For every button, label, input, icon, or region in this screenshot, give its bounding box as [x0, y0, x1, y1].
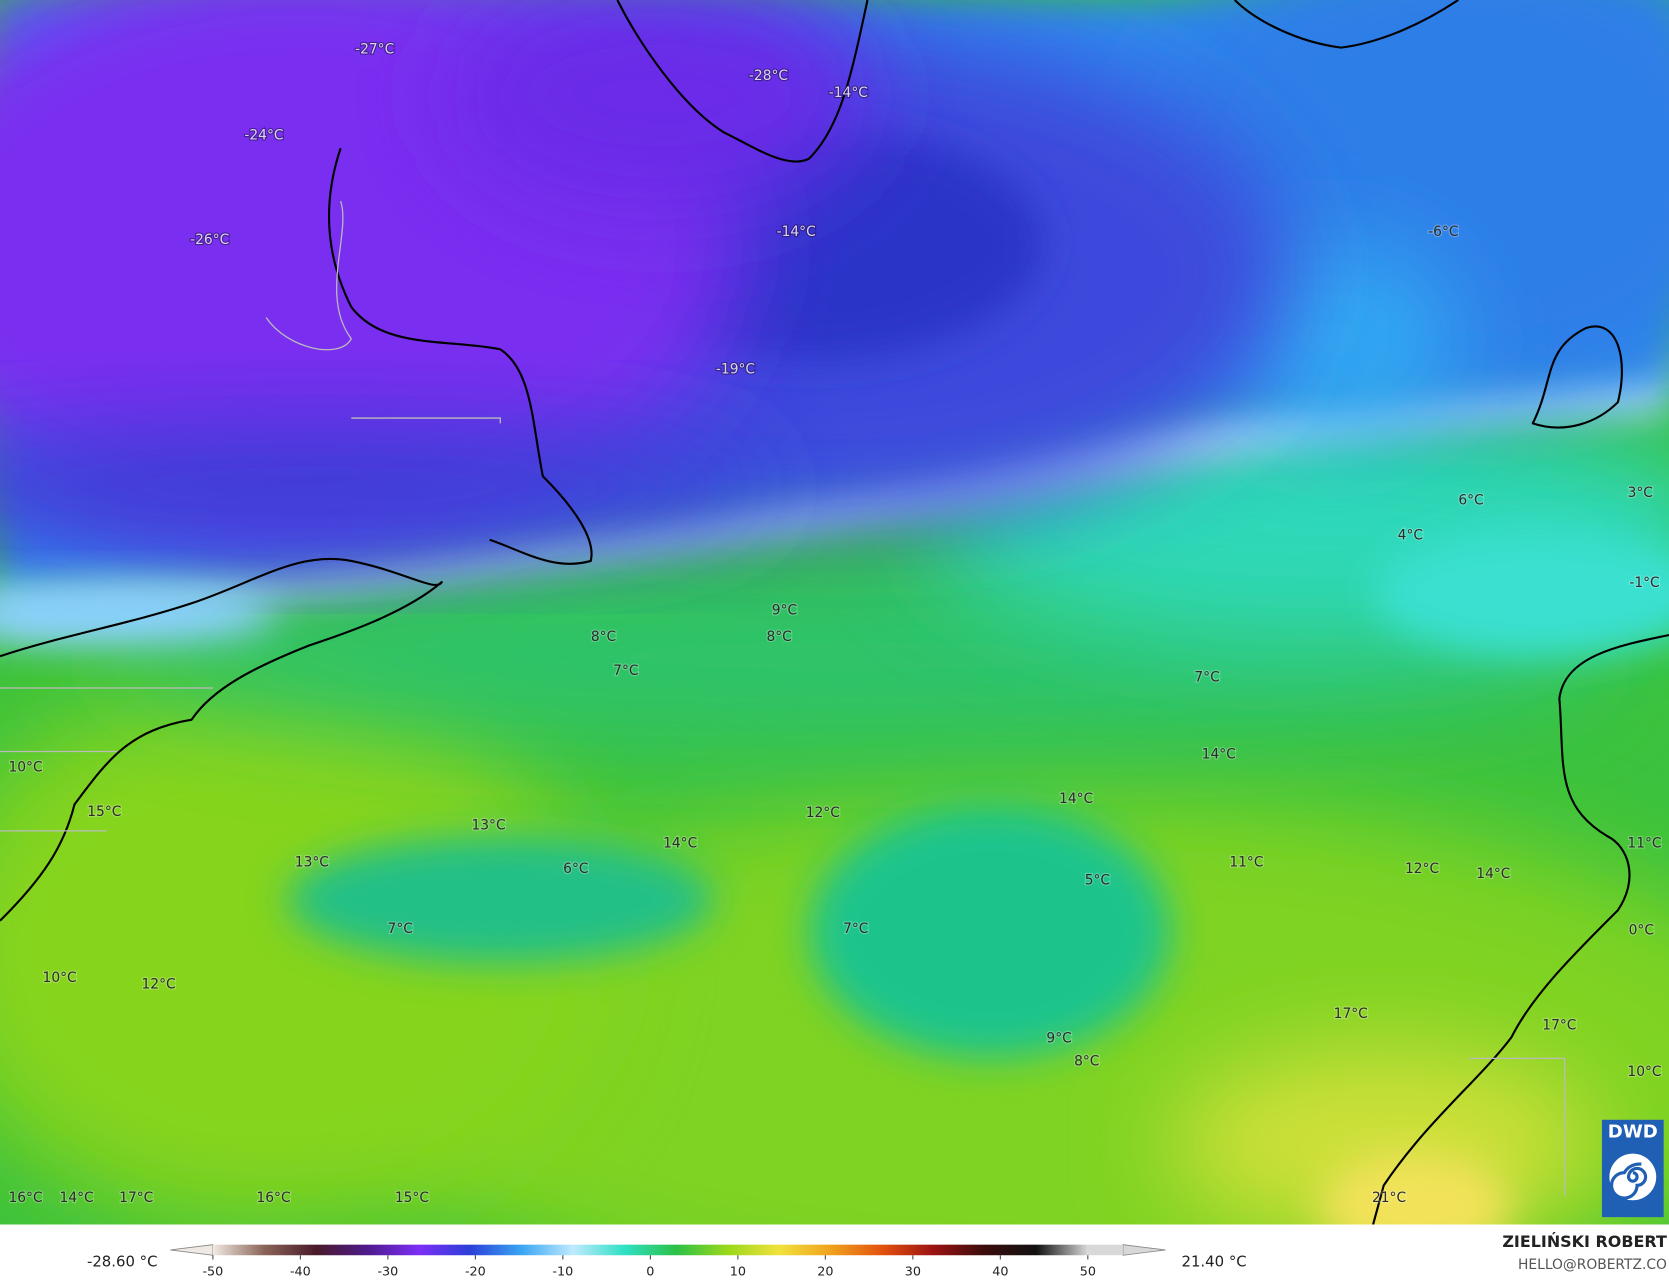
temperature-label: 13°C — [471, 818, 505, 834]
colorbar-tick-label: -50 — [202, 1265, 223, 1280]
temperature-label: -1°C — [1629, 575, 1659, 591]
temperature-label: 10°C — [8, 759, 42, 775]
colorbar-extension — [1087, 1244, 1123, 1256]
temperature-label: 16°C — [8, 1190, 42, 1206]
temperature-label: -6°C — [1428, 224, 1458, 240]
temperature-label: 21°C — [1372, 1190, 1406, 1206]
temperature-label: 14°C — [663, 836, 697, 852]
logo-text: DWD — [1608, 1122, 1658, 1143]
colorbar-tick-label: 50 — [1080, 1265, 1096, 1280]
temperature-label: 8°C — [766, 629, 791, 645]
colorbar-tick-label: 30 — [905, 1265, 921, 1280]
temperature-label: -19°C — [716, 361, 755, 377]
temperature-label: 12°C — [806, 805, 840, 821]
temperature-label: 8°C — [591, 629, 616, 645]
temperature-label: 15°C — [395, 1190, 429, 1206]
temperature-label: 17°C — [1334, 1006, 1368, 1022]
temperature-label: -27°C — [355, 42, 394, 58]
colorbar: -50 -40 -30 -20 -10 0 10 20 30 40 50 — [170, 1244, 1166, 1280]
temperature-label: 14°C — [1202, 747, 1236, 763]
temperature-label: 10°C — [43, 970, 77, 986]
author-email: HELLO@ROBERTZ.CO — [1518, 1257, 1667, 1273]
temperature-label: -24°C — [244, 127, 283, 143]
dwd-logo: DWD — [1601, 1119, 1664, 1218]
temperature-label: 14°C — [60, 1190, 94, 1206]
temperature-label: -14°C — [829, 85, 868, 101]
temperature-label: 5°C — [1085, 873, 1110, 889]
temperature-label: -28°C — [749, 68, 788, 84]
temperature-label: 6°C — [1458, 493, 1483, 509]
temperature-label: 8°C — [1074, 1054, 1099, 1070]
temperature-label: 17°C — [119, 1190, 153, 1206]
temperature-label: -26°C — [190, 232, 229, 248]
coastline — [1531, 325, 1623, 429]
temperature-label: 6°C — [563, 861, 588, 877]
temperature-label: 14°C — [1476, 866, 1510, 882]
coastline — [327, 147, 593, 565]
colorbar-tick-label: 20 — [817, 1265, 833, 1280]
temperature-label: -14°C — [777, 224, 816, 240]
colorbar-tick-label: -30 — [377, 1265, 398, 1280]
temperature-label: 7°C — [388, 921, 413, 937]
temperature-label: 10°C — [1627, 1064, 1661, 1080]
temperature-label: 7°C — [1194, 669, 1219, 685]
colorbar-tick-label: -40 — [290, 1265, 311, 1280]
border — [0, 687, 1566, 1196]
colorbar-tick-label: 0 — [646, 1265, 654, 1280]
temperature-label: 7°C — [843, 921, 868, 937]
colorbar-tick-label: 10 — [730, 1265, 746, 1280]
temperature-label: 14°C — [1059, 791, 1093, 807]
temperature-label: 11°C — [1229, 855, 1263, 871]
coastline — [1372, 633, 1669, 1225]
temperature-label: 12°C — [142, 976, 176, 992]
temperature-label: 3°C — [1628, 485, 1653, 501]
temperature-label: 17°C — [1542, 1018, 1576, 1034]
temperature-label: 11°C — [1627, 836, 1661, 852]
colorbar-min: -28.60 °C — [87, 1253, 158, 1271]
colorbar-tick-label: 40 — [992, 1265, 1008, 1280]
temperature-label: 12°C — [1405, 861, 1439, 877]
temperature-label: 4°C — [1398, 528, 1423, 544]
temperature-label: 13°C — [295, 855, 329, 871]
colorbar-tick-label: -20 — [465, 1265, 486, 1280]
border — [265, 200, 501, 424]
coastline — [0, 557, 443, 922]
coastline — [616, 0, 869, 163]
temperature-labels: -27°C -28°C -14°C -24°C -26°C -14°C -6°C -19°C 6… — [7, 41, 1662, 1208]
temperature-label: 9°C — [772, 603, 797, 619]
colorbar-max: 21.40 °C — [1181, 1253, 1246, 1271]
author-name: ZIELIŃSKI ROBERT — [1502, 1232, 1667, 1251]
temperature-label: 9°C — [1046, 1030, 1071, 1046]
colorbar-gradient — [212, 1244, 1088, 1256]
temperature-label: 15°C — [87, 804, 121, 820]
temperature-label: 7°C — [613, 663, 638, 679]
colorbar-tick-label: -10 — [552, 1265, 573, 1280]
temperature-label: 16°C — [256, 1190, 290, 1206]
temperature-label: 0°C — [1629, 922, 1654, 938]
coastline — [1233, 0, 1459, 49]
